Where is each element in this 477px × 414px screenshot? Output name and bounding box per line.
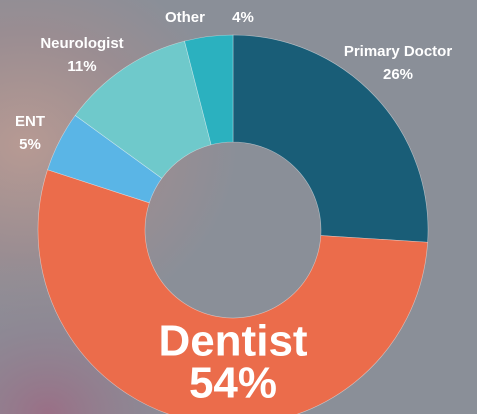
slice-label: Other: [165, 9, 205, 26]
slice-value-label: 4%: [232, 9, 254, 26]
slice-label: Neurologist: [40, 35, 123, 52]
slice-value-label: 5%: [19, 136, 41, 153]
slice-value-label: 54%: [189, 359, 277, 408]
slice-value-label: 26%: [383, 66, 413, 83]
slice-value-label: 11%: [67, 58, 96, 75]
chart: Primary Doctor26%Dentist54%ENT5%Neurolog…: [0, 0, 477, 414]
slice-label: ENT: [15, 113, 45, 130]
slice-label: Primary Doctor: [344, 43, 453, 60]
